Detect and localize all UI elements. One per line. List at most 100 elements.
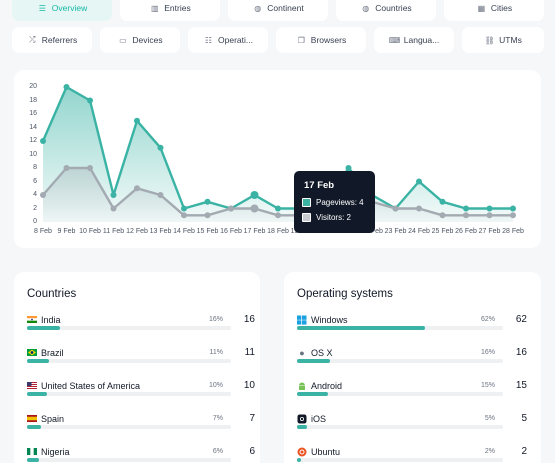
country-count: 7 [249, 413, 255, 424]
tab-operating-systems[interactable]: ☷ Operati... [188, 27, 268, 53]
ubuntu-icon [297, 447, 307, 457]
tab-referrers[interactable]: ⤮ Referrers [12, 27, 92, 53]
pageviews-point[interactable] [204, 198, 211, 205]
progress-fill [297, 326, 425, 330]
laptop-icon: ▭ [119, 35, 127, 45]
pageviews-point[interactable] [157, 144, 164, 151]
visitors-point[interactable] [204, 212, 211, 219]
visitors-point[interactable] [181, 212, 187, 219]
visitors-point[interactable] [134, 185, 140, 192]
tooltip-title: 17 Feb [304, 180, 335, 191]
server-icon: ☷ [204, 35, 213, 45]
building-icon: ▦ [477, 3, 486, 13]
tab-browsers[interactable]: ❐ Browsers [276, 27, 366, 53]
country-count: 11 [244, 347, 255, 358]
tab-devices[interactable]: ▭ Devices [100, 27, 180, 53]
pageviews-point[interactable] [134, 117, 140, 124]
pageviews-point[interactable] [110, 192, 117, 198]
usa-flag-icon [27, 382, 37, 389]
os-label: Windows [311, 315, 348, 325]
os-count: 62 [515, 314, 527, 325]
pageviews-point[interactable] [463, 205, 469, 212]
tab-utms[interactable]: ⛓ UTMs [462, 27, 544, 53]
country-percent: 10% [208, 382, 223, 389]
os-row-windows[interactable]: Windows 62% 62 [297, 314, 527, 342]
pageviews-point[interactable] [250, 191, 259, 199]
pageviews-point[interactable] [181, 205, 187, 212]
visitors-point[interactable] [439, 212, 446, 219]
tab-label: Countries [375, 3, 412, 13]
os-percent: 5% [484, 415, 495, 422]
x-tick-label: 15 Feb [196, 228, 219, 235]
country-row-india[interactable]: India 16% 16 [27, 314, 255, 342]
country-row-nigeria[interactable]: Nigeria 6% 6 [27, 446, 255, 463]
pageviews-point[interactable] [275, 205, 281, 212]
x-tick-label: 23 Feb [384, 228, 407, 235]
visitors-point[interactable] [275, 212, 281, 219]
os-percent: 16% [480, 349, 495, 356]
progress-fill [27, 326, 60, 330]
progress-fill [27, 359, 50, 363]
tooltip-row-pageviews: Pageviews: 4 [302, 198, 364, 207]
y-tick-label: 12 [29, 137, 37, 144]
visitors-point[interactable] [510, 212, 516, 219]
spain-flag-icon [27, 415, 37, 422]
y-tick-label: 14 [29, 123, 37, 131]
country-percent: 11% [209, 349, 224, 356]
tab-languages[interactable]: ⌨ Langua... [374, 27, 454, 53]
pageviews-point[interactable] [416, 178, 422, 185]
pageviews-point[interactable] [439, 198, 446, 205]
os-row-android[interactable]: Android 15% 15 [297, 380, 527, 408]
country-row-usa[interactable]: United States of America 10% 10 [27, 380, 255, 408]
visitors-point[interactable] [250, 204, 259, 213]
progress-track [297, 392, 503, 396]
visitors-swatch [302, 213, 311, 222]
windows-icon [297, 315, 307, 325]
os-count: 5 [521, 413, 527, 424]
progress-fill [27, 392, 48, 396]
countries-panel: Countries India 16% 16 Brazil 11% 11 Uni… [14, 272, 260, 463]
os-row-ubuntu[interactable]: Ubuntu 2% 2 [297, 446, 527, 463]
visitors-point[interactable] [486, 212, 493, 219]
pageviews-point[interactable] [40, 138, 46, 144]
os-row-osx[interactable]: ● OS X 16% 16 [297, 347, 527, 375]
tab-countries[interactable]: ◍ Countries [336, 0, 436, 21]
link-icon: ⛓ [484, 35, 495, 45]
visitors-point[interactable] [463, 212, 469, 219]
os-percent: 2% [484, 448, 495, 455]
progress-fill [27, 458, 40, 462]
tab-label: Entries [164, 3, 191, 13]
x-tick-label: 11 Feb [102, 228, 125, 235]
y-tick-label: 20 [29, 83, 37, 90]
tab-label: UTMs [499, 35, 522, 45]
traffic-chart [40, 84, 516, 222]
country-row-brazil[interactable]: Brazil 11% 11 [27, 347, 255, 375]
country-row-spain[interactable]: Spain 7% 7 [27, 413, 255, 441]
visitors-point[interactable] [87, 165, 93, 171]
chart-tooltip: 17 Feb Pageviews: 4 Visitors: 2 [294, 171, 375, 233]
visitors-point[interactable] [416, 205, 422, 212]
tab-label: Cities [490, 3, 513, 13]
pageviews-point[interactable] [345, 165, 352, 171]
country-percent: 6% [212, 448, 223, 455]
country-label: Brazil [41, 348, 64, 358]
visitors-point[interactable] [40, 192, 46, 198]
visitors-point[interactable] [228, 205, 234, 212]
pageviews-point[interactable] [87, 97, 93, 104]
visitors-point[interactable] [392, 205, 399, 212]
pageviews-point[interactable] [63, 84, 70, 90]
progress-track [297, 359, 503, 363]
ios-icon [297, 414, 307, 424]
visitors-point[interactable] [110, 205, 117, 212]
apple-icon: ● [299, 348, 305, 358]
os-row-ios[interactable]: iOS 5% 5 [297, 413, 527, 441]
tab-continent[interactable]: ◍ Continent [228, 0, 328, 21]
pageviews-point[interactable] [510, 205, 516, 212]
pageviews-point[interactable] [486, 205, 493, 212]
tab-entries[interactable]: ▥ Entries [120, 0, 220, 21]
progress-track [27, 326, 231, 330]
tab-cities[interactable]: ▦ Cities [444, 0, 544, 21]
visitors-point[interactable] [157, 192, 164, 198]
tab-overview[interactable]: ☰ Overview [12, 0, 112, 21]
visitors-point[interactable] [63, 165, 70, 171]
